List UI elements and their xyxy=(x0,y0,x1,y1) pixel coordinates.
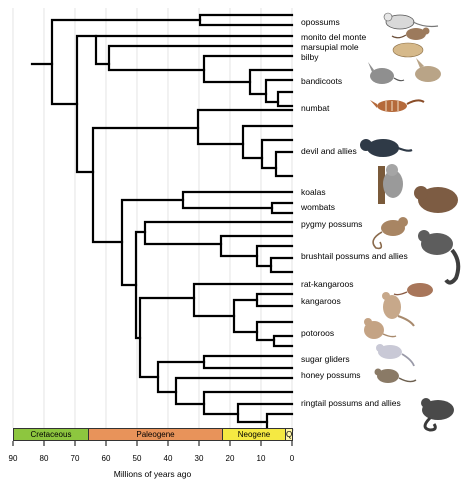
tree-branch-10 xyxy=(91,126,200,244)
tree-branch-20 xyxy=(219,234,294,258)
taxon-label-pygmy-possums: pygmy possums xyxy=(301,219,363,229)
tree-branch-4 xyxy=(94,34,294,66)
monito-illustration xyxy=(391,27,430,40)
tree-branch-2 xyxy=(198,13,294,27)
tree-branch-30 xyxy=(202,354,294,370)
tree-branch-27 xyxy=(255,320,294,342)
bilby-illustration xyxy=(368,62,405,84)
tree-branch-16 xyxy=(181,190,294,210)
tick-label-70: 70 xyxy=(70,454,80,463)
ringtail-possum-illustration xyxy=(421,398,454,432)
marsupial-mole-illustration xyxy=(392,42,424,58)
tree-branch-22 xyxy=(269,256,294,274)
kangaroo-illustration xyxy=(382,292,415,327)
rat-kangaroo-illustration xyxy=(393,283,433,297)
tick-label-10: 10 xyxy=(256,454,266,463)
tree-branch-26 xyxy=(255,292,294,308)
honey-possum-illustration xyxy=(374,368,417,383)
sugar-glider-illustration xyxy=(376,344,415,367)
wombat-illustration xyxy=(414,186,458,213)
taxon-label-bilby: bilby xyxy=(301,52,319,62)
opossum-illustration xyxy=(383,12,439,30)
tree-branch-12 xyxy=(241,124,294,160)
tick-label-0: 0 xyxy=(289,454,295,463)
devil-illustration xyxy=(360,139,413,157)
tree-branch-9 xyxy=(276,90,294,108)
tick-label-20: 20 xyxy=(225,454,235,463)
tick-label-30: 30 xyxy=(194,454,204,463)
tree-branch-5 xyxy=(107,44,294,72)
taxon-label-bandicoots: bandicoots xyxy=(301,76,343,86)
taxon-label-wombats: wombats xyxy=(301,202,336,212)
taxon-label-sugar-gliders: sugar gliders xyxy=(301,354,350,364)
tree-branch-32 xyxy=(202,390,294,416)
taxon-label-devil-and-allies: devil and allies xyxy=(301,146,357,156)
taxon-label-marsupial-mole: marsupial mole xyxy=(301,42,359,52)
pygmy-possum-illustration xyxy=(372,217,408,250)
taxon-label-ringtail-possums: ringtail possums and allies xyxy=(301,398,401,408)
bandicoot-illustration xyxy=(415,58,441,82)
animal-illustrations xyxy=(360,12,461,432)
tree-branch-3 xyxy=(75,34,98,174)
era-neogene: Neogene xyxy=(222,428,286,441)
koala-illustration xyxy=(378,164,403,204)
time-axis-title: Millions of years ago xyxy=(113,469,192,479)
tree-branch-7 xyxy=(248,68,294,96)
taxon-label-brushtail-possums: brushtail possums and allies xyxy=(301,251,408,261)
tick-label-60: 60 xyxy=(101,454,111,463)
taxon-label-honey-possums: honey possums xyxy=(301,370,361,380)
tree-branch-31 xyxy=(174,376,294,406)
time-gridlines xyxy=(12,8,293,428)
potoroo-illustration xyxy=(364,318,397,339)
tree-branch-11 xyxy=(196,108,294,146)
tree-branch-8 xyxy=(264,78,294,104)
time-axis xyxy=(12,441,293,446)
tree-branch-15 xyxy=(120,198,185,287)
tree-branch-14 xyxy=(274,150,294,178)
tick-label-50: 50 xyxy=(132,454,142,463)
taxon-label-koalas: koalas xyxy=(301,187,326,197)
tree-branch-13 xyxy=(260,138,294,170)
tree-branch-21 xyxy=(255,244,294,268)
phylogenetic-tree xyxy=(30,13,294,432)
tree-branch-33 xyxy=(236,402,294,424)
era-paleogene: Paleogene xyxy=(88,428,223,441)
tick-label-80: 80 xyxy=(39,454,49,463)
era-quaternary: Q xyxy=(285,428,293,441)
tree-branch-24 xyxy=(192,282,294,318)
tree-branch-25 xyxy=(232,298,259,334)
tick-label-40: 40 xyxy=(163,454,173,463)
tick-label-90: 90 xyxy=(8,454,18,463)
taxon-label-potoroos: potoroos xyxy=(301,328,335,338)
tree-branch-28 xyxy=(272,334,294,348)
numbat-illustration xyxy=(370,99,425,112)
taxon-label-numbat: numbat xyxy=(301,103,330,113)
brushtail-possum-illustration xyxy=(418,230,461,285)
tree-branch-1 xyxy=(50,18,202,106)
tree-branch-19 xyxy=(143,220,294,246)
tree-branch-23 xyxy=(138,296,196,379)
tree-branch-6 xyxy=(202,54,294,84)
taxon-label-monito-del-monte: monito del monte xyxy=(301,32,367,42)
tree-branch-29 xyxy=(156,360,206,394)
taxon-label-kangaroos: kangaroos xyxy=(301,296,341,306)
taxon-label-rat-kangaroos: rat-kangaroos xyxy=(301,279,354,289)
taxon-label-opossums: opossums xyxy=(301,17,340,27)
era-cretaceous: Cretaceous xyxy=(13,428,89,441)
tree-branch-17 xyxy=(270,201,294,215)
